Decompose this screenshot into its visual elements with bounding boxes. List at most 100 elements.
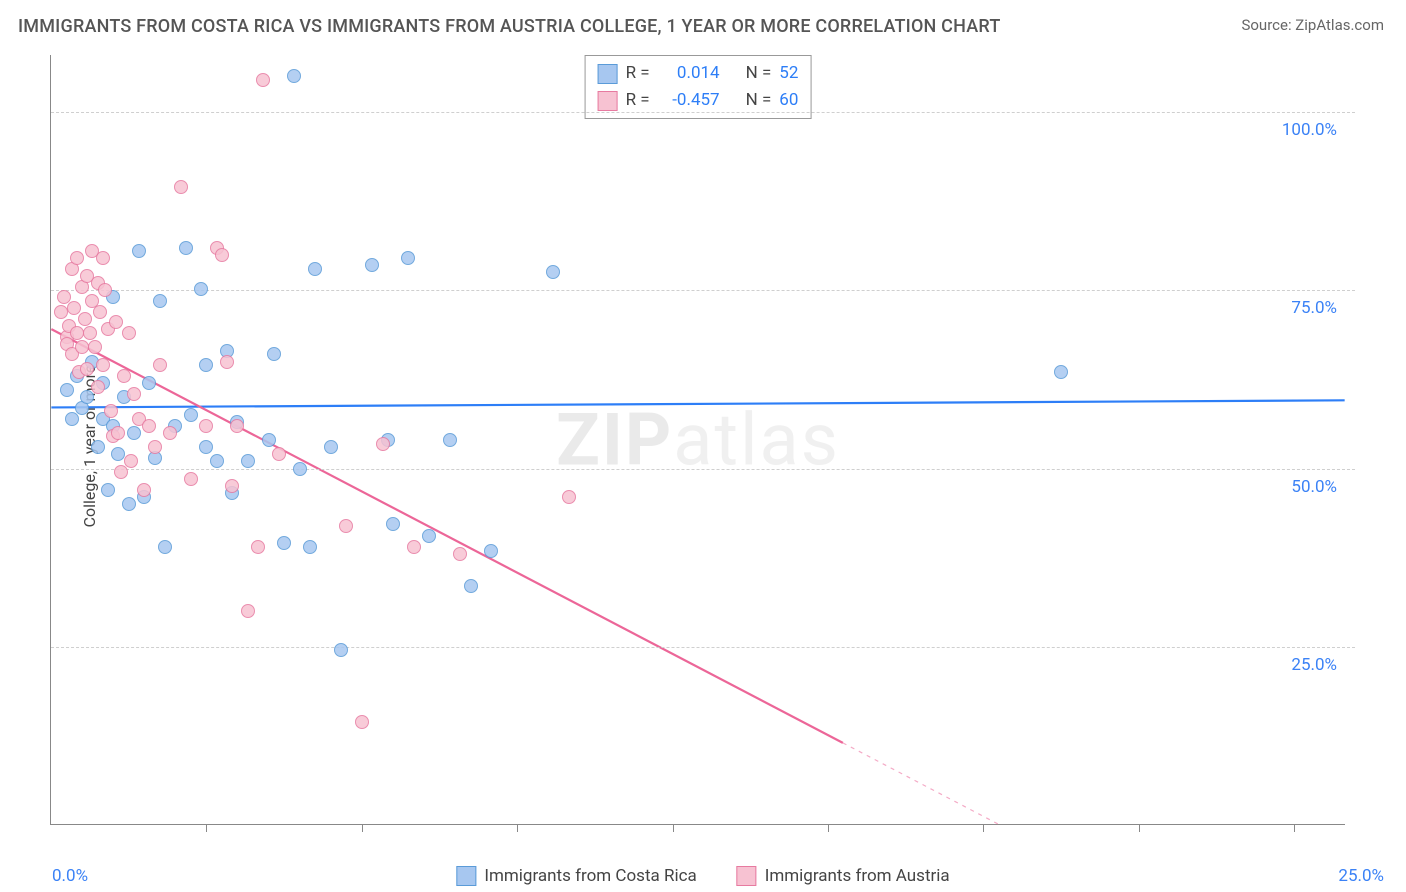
data-point: [386, 517, 400, 531]
data-point: [96, 251, 110, 265]
data-point: [215, 248, 229, 262]
data-point: [104, 404, 118, 418]
data-point: [293, 462, 307, 476]
n-label: N =: [746, 60, 772, 87]
data-point: [91, 380, 105, 394]
data-point: [111, 447, 125, 461]
y-tick-label: 25.0%: [1291, 655, 1337, 675]
n-value: 60: [779, 87, 798, 114]
x-tick: [362, 824, 363, 832]
data-point: [122, 326, 136, 340]
data-point: [54, 305, 68, 319]
data-point: [78, 312, 92, 326]
data-point: [179, 241, 193, 255]
data-point: [75, 340, 89, 354]
n-value: 52: [779, 60, 798, 87]
data-point: [88, 340, 102, 354]
data-point: [324, 440, 338, 454]
data-point: [267, 347, 281, 361]
data-point: [83, 326, 97, 340]
data-point: [184, 408, 198, 422]
data-point: [334, 643, 348, 657]
data-point: [287, 69, 301, 83]
data-point: [365, 258, 379, 272]
data-point: [65, 412, 79, 426]
data-point: [101, 483, 115, 497]
r-value: 0.014: [658, 60, 720, 87]
x-tick: [517, 824, 518, 832]
data-point: [122, 497, 136, 511]
data-point: [142, 376, 156, 390]
data-point: [453, 547, 467, 561]
data-point: [148, 440, 162, 454]
data-point: [199, 440, 213, 454]
data-point: [277, 536, 291, 550]
legend-bottom: Immigrants from Costa RicaImmigrants fro…: [456, 866, 949, 886]
data-point: [262, 433, 276, 447]
x-origin-label: 0.0%: [52, 866, 88, 886]
data-point: [422, 529, 436, 543]
data-point: [127, 387, 141, 401]
x-tick: [828, 824, 829, 832]
data-point: [70, 326, 84, 340]
r-label: R =: [626, 60, 650, 87]
scatter-plot: ZIPatlas R =0.014N =52R =-0.457N =60 25.…: [50, 55, 1345, 825]
data-point: [220, 355, 234, 369]
data-point: [114, 465, 128, 479]
data-point: [117, 369, 131, 383]
data-point: [256, 73, 270, 87]
legend-swatch: [598, 64, 618, 84]
data-point: [132, 244, 146, 258]
r-label: R =: [626, 87, 650, 114]
header-row: IMMIGRANTS FROM COSTA RICA VS IMMIGRANTS…: [18, 16, 1384, 37]
y-tick-label: 100.0%: [1282, 120, 1337, 140]
data-point: [137, 483, 151, 497]
gridline: [51, 647, 1355, 648]
data-point: [111, 426, 125, 440]
x-tick: [983, 824, 984, 832]
data-point: [1054, 365, 1068, 379]
data-point: [124, 454, 138, 468]
data-point: [109, 315, 123, 329]
source-label: Source: ZipAtlas.com: [1241, 16, 1384, 34]
data-point: [199, 358, 213, 372]
data-point: [158, 540, 172, 554]
data-point: [562, 490, 576, 504]
data-point: [80, 390, 94, 404]
legend-top-row: R = 0.014 N = 52: [598, 60, 799, 87]
data-point: [225, 479, 239, 493]
data-point: [443, 433, 457, 447]
data-point: [153, 294, 167, 308]
x-tick: [206, 824, 207, 832]
legend-swatch: [598, 91, 618, 111]
data-point: [93, 305, 107, 319]
gridline: [51, 469, 1355, 470]
x-tick: [1139, 824, 1140, 832]
data-point: [91, 440, 105, 454]
data-point: [230, 419, 244, 433]
x-tick: [673, 824, 674, 832]
data-point: [355, 715, 369, 729]
data-point: [194, 282, 208, 296]
data-point: [98, 283, 112, 297]
data-point: [241, 454, 255, 468]
x-tick: [1294, 824, 1295, 832]
data-point: [70, 251, 84, 265]
gridline: [51, 112, 1355, 113]
chart-title: IMMIGRANTS FROM COSTA RICA VS IMMIGRANTS…: [18, 16, 1001, 37]
y-tick-label: 75.0%: [1291, 298, 1337, 318]
data-point: [199, 419, 213, 433]
data-point: [60, 383, 74, 397]
legend-swatch: [737, 866, 757, 886]
legend-bottom-item: Immigrants from Austria: [737, 866, 950, 886]
data-point: [127, 426, 141, 440]
legend-swatch: [456, 866, 476, 886]
data-point: [308, 262, 322, 276]
n-label: N =: [746, 87, 772, 114]
data-point: [210, 454, 224, 468]
data-point: [464, 579, 478, 593]
x-end-label: 25.0%: [1338, 866, 1384, 886]
data-point: [401, 251, 415, 265]
data-point: [303, 540, 317, 554]
data-point: [184, 472, 198, 486]
